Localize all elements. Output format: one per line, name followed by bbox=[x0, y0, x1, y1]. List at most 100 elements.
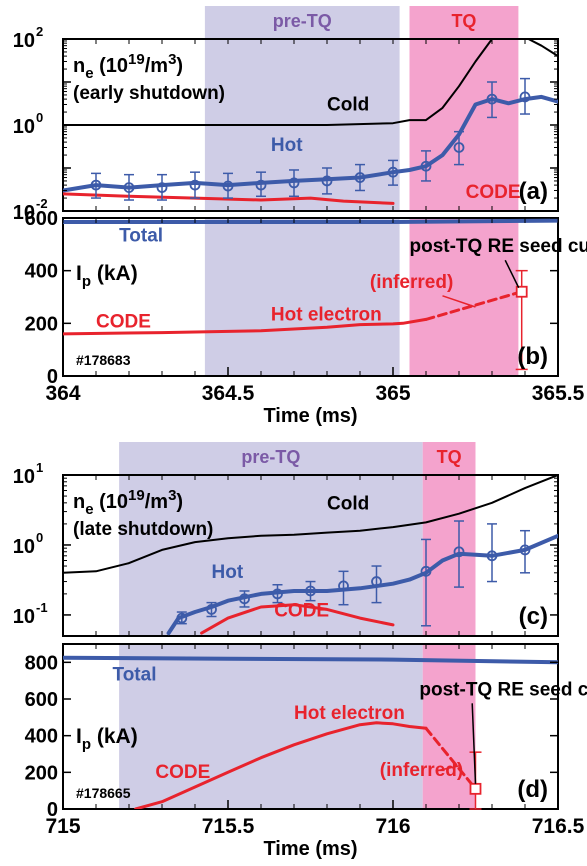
data-point bbox=[486, 93, 498, 105]
shot-number: #178665 bbox=[76, 785, 131, 801]
series-inferred bbox=[424, 726, 477, 791]
data-point bbox=[519, 544, 531, 556]
data-point bbox=[156, 182, 168, 194]
y-tick-label: 10 -2 bbox=[13, 196, 48, 224]
ylabel-subtitle: (late shutdown) bbox=[73, 519, 213, 540]
y-label: Ip (kA) bbox=[76, 725, 138, 753]
y-tick-base: 10 bbox=[13, 466, 35, 488]
series-total bbox=[63, 655, 558, 665]
series-code-hot-electron bbox=[63, 317, 428, 336]
x-tick-label: 364 bbox=[45, 382, 80, 405]
annotation-total: Total bbox=[113, 665, 157, 686]
ylabel-text: ne (1019/m3) bbox=[73, 51, 183, 82]
plot-area bbox=[63, 218, 558, 336]
ylabel-subtitle: (early shutdown) bbox=[73, 83, 225, 104]
x-tick-label: 365 bbox=[375, 382, 410, 405]
data-point bbox=[420, 565, 432, 577]
ylabel-sub: p bbox=[82, 736, 91, 753]
ylabel-text: ne (1019/m3) bbox=[73, 487, 183, 518]
ylabel-part: /m bbox=[145, 55, 168, 77]
y-tick-label: 10 2 bbox=[13, 24, 43, 52]
errorbar-3 bbox=[189, 171, 201, 199]
series-cold bbox=[63, 39, 558, 126]
leader-line bbox=[471, 703, 477, 784]
data-point bbox=[486, 550, 498, 562]
data-point bbox=[123, 182, 135, 194]
x-axis-label: Time (ms) bbox=[263, 405, 357, 427]
errorbar-2 bbox=[156, 173, 168, 201]
ylabel-part: 19 bbox=[128, 51, 145, 68]
errorbar-5 bbox=[255, 171, 267, 198]
errorbar-1 bbox=[206, 601, 217, 618]
data-point bbox=[189, 179, 201, 191]
seed-current-point bbox=[515, 269, 528, 371]
errorbar-3 bbox=[272, 584, 283, 604]
data-point bbox=[255, 179, 267, 191]
annotation-code: CODE bbox=[155, 762, 210, 783]
ylabel-part: e bbox=[85, 65, 93, 82]
leader-line bbox=[442, 295, 476, 308]
errorbar-10 bbox=[519, 529, 531, 574]
y-tick-label: 0 bbox=[47, 366, 58, 388]
errorbar-1 bbox=[123, 173, 135, 201]
annotation-total: Total bbox=[119, 226, 163, 247]
ylabel-part: 19 bbox=[128, 487, 145, 504]
series-total bbox=[63, 218, 558, 224]
ylabel-part: ) bbox=[176, 491, 183, 513]
ylabel-part: 3 bbox=[168, 487, 176, 504]
y-tick-label: 800 bbox=[25, 652, 58, 674]
errorbar-12 bbox=[486, 81, 498, 119]
panel-label: (d) bbox=[517, 776, 548, 803]
x-tick-label: 715.5 bbox=[202, 815, 255, 838]
y-tick-label: 10 1 bbox=[13, 460, 43, 488]
ylabel-text: Ip (kA) bbox=[76, 725, 138, 753]
annotation-hot-electron: Hot electron bbox=[271, 305, 382, 326]
annotation-post-tq-re-seed-current: post-TQ RE seed current bbox=[419, 679, 587, 700]
band-tq bbox=[422, 644, 476, 809]
y-tick-label: 400 bbox=[25, 726, 58, 748]
y-tick-exp: -2 bbox=[36, 196, 48, 211]
errorbar-9 bbox=[387, 159, 399, 186]
series-code bbox=[200, 603, 395, 635]
ylabel-part: n bbox=[73, 491, 85, 513]
annotation-code: CODE bbox=[466, 182, 521, 203]
panel-label: (b) bbox=[517, 343, 548, 370]
y-tick-exp: 0 bbox=[36, 530, 43, 545]
annotation-hot: Hot bbox=[212, 562, 244, 583]
annotation-hot: Hot bbox=[271, 135, 303, 156]
series-code-hot-electron bbox=[134, 721, 428, 809]
series-inferred bbox=[424, 290, 524, 321]
errorbar-8 bbox=[354, 163, 366, 192]
annotation--inferred-: (inferred) bbox=[370, 272, 453, 293]
ylabel-rest: (kA) bbox=[91, 725, 138, 748]
y-tick-label: 0 bbox=[47, 799, 58, 821]
annotation-post-tq-re-seed-current: post-TQ RE seed current bbox=[410, 236, 587, 257]
y-tick-label: 10 0 bbox=[13, 110, 43, 138]
y-tick-label: 400 bbox=[25, 261, 58, 283]
errorbar-11 bbox=[453, 130, 465, 166]
data-point bbox=[272, 588, 283, 600]
errorbar-7 bbox=[420, 538, 432, 627]
errorbar-7 bbox=[321, 167, 333, 195]
errorbar-9 bbox=[486, 523, 498, 583]
y-tick-exp: 0 bbox=[36, 110, 43, 125]
panel-label: (a) bbox=[519, 178, 548, 205]
data-point bbox=[519, 91, 531, 103]
series-cold bbox=[63, 475, 558, 574]
annotation--inferred-: (inferred) bbox=[380, 760, 463, 781]
y-label: ne (1019/m3) bbox=[73, 51, 183, 82]
data-point bbox=[239, 593, 250, 605]
y-tick-label: 10 -1 bbox=[13, 600, 48, 628]
x-axis-label: Time (ms) bbox=[263, 838, 357, 860]
data-point bbox=[371, 576, 382, 587]
errorbar-5 bbox=[338, 570, 349, 606]
data-point bbox=[453, 546, 465, 558]
x-tick-label: 716 bbox=[375, 815, 410, 838]
data-point bbox=[305, 585, 316, 597]
data-point bbox=[206, 603, 217, 615]
errorbar-4 bbox=[222, 172, 234, 199]
band-label-pre-tq: pre-TQ bbox=[273, 11, 332, 31]
shot-number: #178683 bbox=[76, 352, 131, 368]
